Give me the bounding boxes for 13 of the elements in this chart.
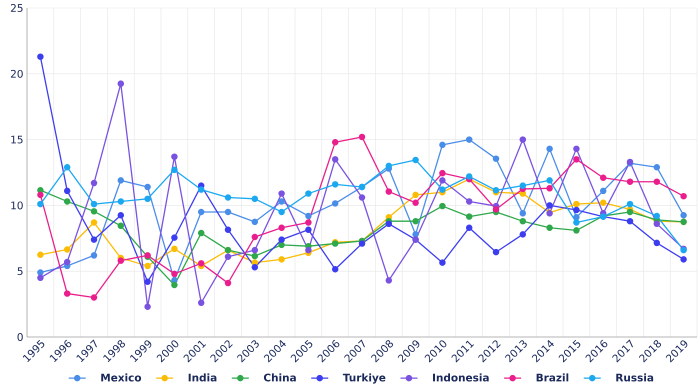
y-tick-label: 10 [11,201,23,210]
y-tick-label: 5 [18,267,23,276]
y-tick-label: 20 [10,70,23,78]
legend-label: China [264,373,296,382]
y-tick-label: 25 [10,4,23,12]
legend-label: Turkiye [342,373,386,384]
legend-label: India [188,373,216,382]
y-tick-label: 15 [11,136,23,144]
legend-label: Brazil [536,373,568,382]
legend-label: Indonesia [433,373,489,382]
legend-label: Mexico [101,373,142,382]
legend-label: Russia [616,373,654,382]
y-tick-label: 0 [18,333,23,341]
